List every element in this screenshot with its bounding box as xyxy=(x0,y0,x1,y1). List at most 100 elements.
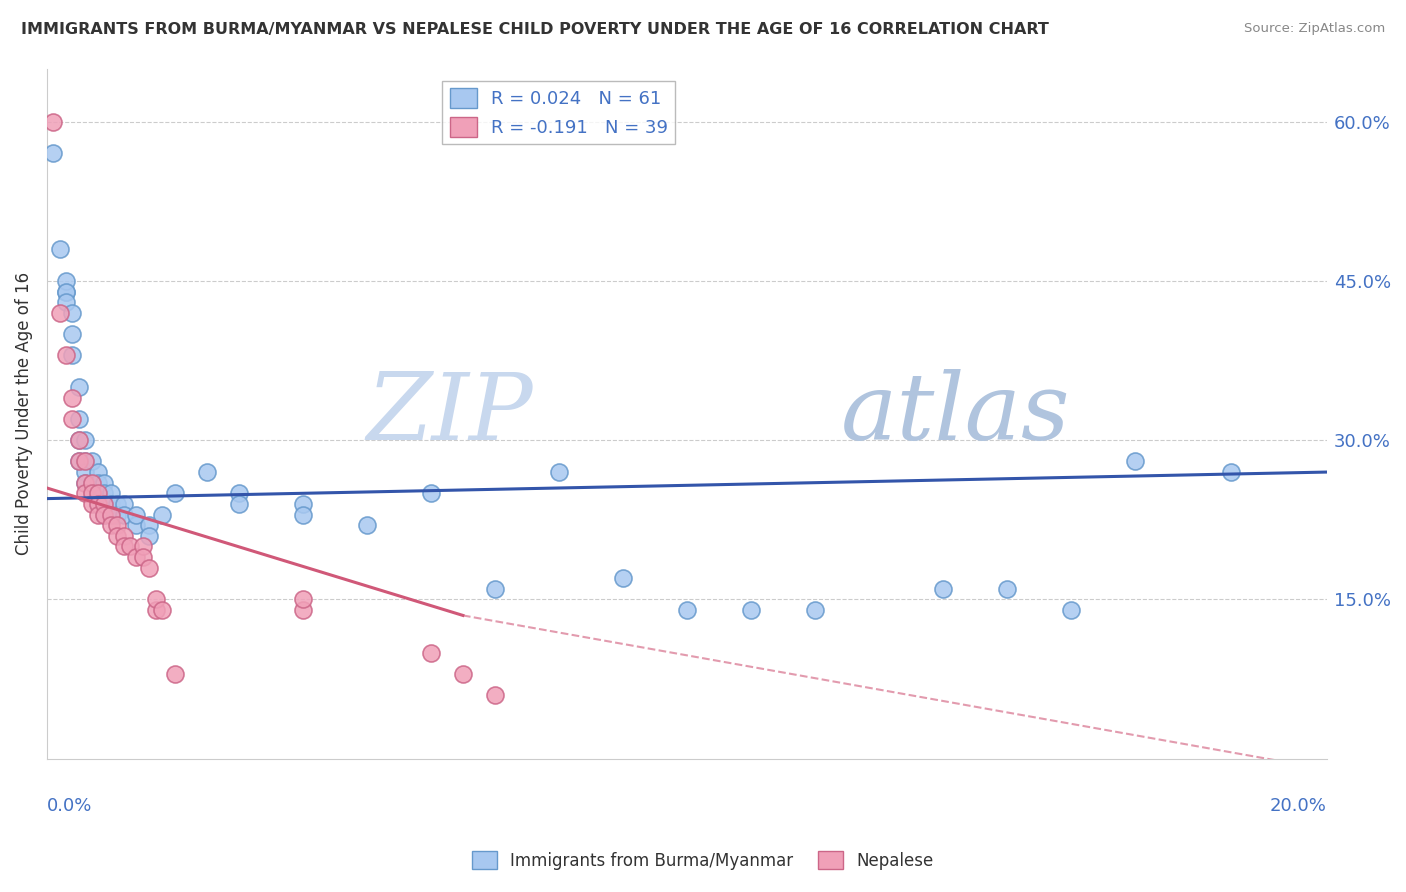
Point xyxy=(93,508,115,522)
Point xyxy=(145,603,167,617)
Point xyxy=(87,497,110,511)
Point xyxy=(80,486,103,500)
Text: IMMIGRANTS FROM BURMA/MYANMAR VS NEPALESE CHILD POVERTY UNDER THE AGE OF 16 CORR: IMMIGRANTS FROM BURMA/MYANMAR VS NEPALES… xyxy=(21,22,1049,37)
Point xyxy=(163,486,186,500)
Point xyxy=(100,497,122,511)
Text: 0.0%: 0.0% xyxy=(46,797,93,814)
Legend: Immigrants from Burma/Myanmar, Nepalese: Immigrants from Burma/Myanmar, Nepalese xyxy=(465,845,941,877)
Point xyxy=(1123,454,1146,468)
Point xyxy=(132,549,155,564)
Point xyxy=(145,592,167,607)
Point xyxy=(112,540,135,554)
Point xyxy=(125,508,148,522)
Point xyxy=(87,497,110,511)
Point xyxy=(62,326,84,341)
Point xyxy=(55,285,77,299)
Point xyxy=(138,518,160,533)
Point xyxy=(228,497,250,511)
Point xyxy=(105,497,128,511)
Point xyxy=(62,391,84,405)
Point xyxy=(100,486,122,500)
Point xyxy=(93,508,115,522)
Point xyxy=(67,433,90,447)
Point xyxy=(48,306,70,320)
Point xyxy=(105,518,128,533)
Point xyxy=(1219,465,1241,479)
Point xyxy=(93,475,115,490)
Point xyxy=(48,242,70,256)
Point xyxy=(195,465,218,479)
Point xyxy=(484,582,506,596)
Point xyxy=(100,518,122,533)
Point xyxy=(93,486,115,500)
Point xyxy=(80,454,103,468)
Point xyxy=(55,295,77,310)
Point xyxy=(484,688,506,702)
Text: ZIP: ZIP xyxy=(367,368,533,458)
Point xyxy=(548,465,571,479)
Point xyxy=(80,475,103,490)
Point xyxy=(112,529,135,543)
Point xyxy=(291,508,314,522)
Point xyxy=(87,465,110,479)
Text: atlas: atlas xyxy=(841,368,1070,458)
Point xyxy=(105,508,128,522)
Point xyxy=(356,518,378,533)
Point xyxy=(105,529,128,543)
Point xyxy=(163,666,186,681)
Point xyxy=(55,285,77,299)
Point xyxy=(150,603,173,617)
Point xyxy=(87,486,110,500)
Point xyxy=(75,475,97,490)
Point xyxy=(804,603,827,617)
Point xyxy=(291,603,314,617)
Point xyxy=(612,571,634,585)
Point xyxy=(67,412,90,426)
Point xyxy=(419,486,441,500)
Point xyxy=(87,508,110,522)
Point xyxy=(75,486,97,500)
Text: Source: ZipAtlas.com: Source: ZipAtlas.com xyxy=(1244,22,1385,36)
Point xyxy=(75,454,97,468)
Point xyxy=(87,475,110,490)
Point xyxy=(451,666,474,681)
Point xyxy=(93,497,115,511)
Point xyxy=(42,146,65,161)
Point xyxy=(112,497,135,511)
Point xyxy=(75,475,97,490)
Point xyxy=(67,433,90,447)
Point xyxy=(100,508,122,522)
Point xyxy=(932,582,955,596)
Point xyxy=(125,549,148,564)
Point xyxy=(62,306,84,320)
Point xyxy=(80,475,103,490)
Point xyxy=(291,497,314,511)
Point xyxy=(55,348,77,362)
Point xyxy=(100,508,122,522)
Point xyxy=(75,433,97,447)
Point xyxy=(995,582,1018,596)
Point xyxy=(80,497,103,511)
Point xyxy=(75,454,97,468)
Point xyxy=(67,380,90,394)
Point xyxy=(150,508,173,522)
Point xyxy=(62,412,84,426)
Point xyxy=(120,540,142,554)
Point xyxy=(67,454,90,468)
Point xyxy=(67,454,90,468)
Point xyxy=(125,518,148,533)
Point xyxy=(676,603,699,617)
Point xyxy=(138,560,160,574)
Point xyxy=(87,486,110,500)
Point xyxy=(80,486,103,500)
Legend: R = 0.024   N = 61, R = -0.191   N = 39: R = 0.024 N = 61, R = -0.191 N = 39 xyxy=(443,81,675,145)
Point xyxy=(55,274,77,288)
Point xyxy=(132,540,155,554)
Point xyxy=(419,646,441,660)
Point xyxy=(62,348,84,362)
Point xyxy=(42,114,65,128)
Point xyxy=(1060,603,1083,617)
Point xyxy=(291,592,314,607)
Y-axis label: Child Poverty Under the Age of 16: Child Poverty Under the Age of 16 xyxy=(15,272,32,555)
Point xyxy=(228,486,250,500)
